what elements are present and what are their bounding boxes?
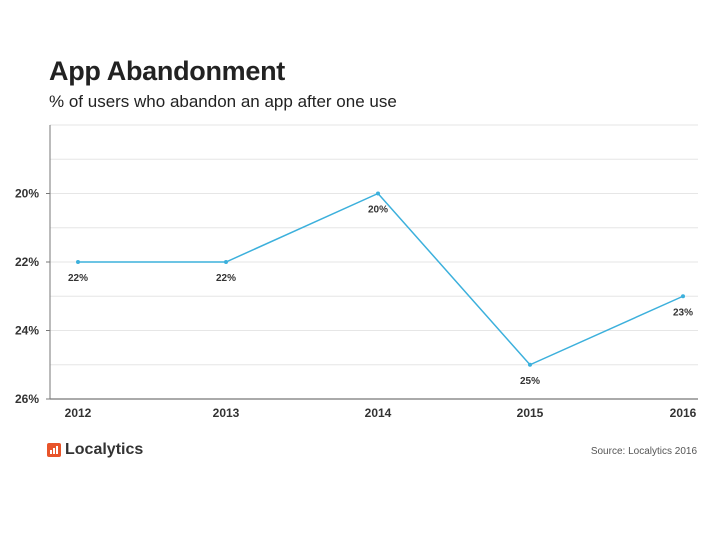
series-line xyxy=(78,192,684,366)
y-tick-label: 22% xyxy=(15,255,39,269)
data-point xyxy=(376,191,380,196)
data-point xyxy=(224,260,228,264)
brand-logo: Localytics xyxy=(47,441,143,459)
source-note: Source: Localytics 2016 xyxy=(590,446,697,457)
y-tick-label: 24% xyxy=(15,324,39,338)
chart-subtitle: % of users who abandon an app after one … xyxy=(49,92,397,111)
y-tick-label: 20% xyxy=(15,187,39,201)
data-label: 25% xyxy=(520,376,540,387)
data-label: 23% xyxy=(673,307,693,318)
brand-name: Localytics xyxy=(65,441,144,458)
x-tick-label: 2013 xyxy=(213,406,240,420)
x-tick-label: 2015 xyxy=(517,406,544,420)
x-tick-label: 2012 xyxy=(65,406,92,420)
localytics-logo-icon xyxy=(47,443,61,457)
data-label: 20% xyxy=(368,205,388,216)
chart-title: App Abandonment xyxy=(49,56,285,86)
data-label: 22% xyxy=(68,273,88,284)
data-point xyxy=(528,362,532,367)
x-tick-label: 2016 xyxy=(670,406,697,420)
data-point xyxy=(681,294,685,299)
y-tick-label: 26% xyxy=(15,392,39,406)
x-tick-label: 2014 xyxy=(365,406,392,420)
data-point xyxy=(76,260,80,264)
data-label: 22% xyxy=(216,273,236,284)
